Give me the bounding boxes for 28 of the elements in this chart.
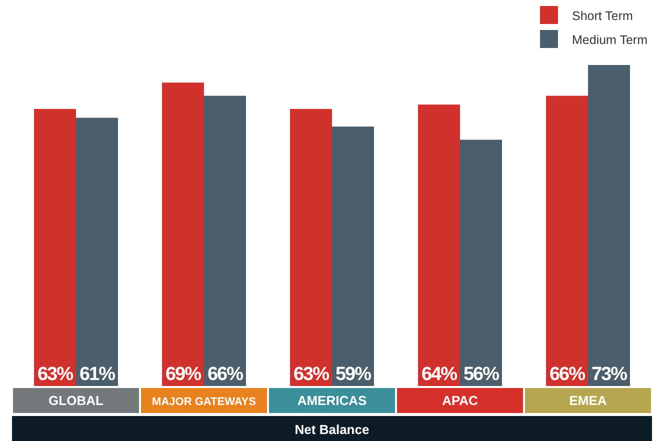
bar — [460, 140, 502, 386]
bar — [418, 104, 460, 386]
x-tick-label: GLOBAL — [48, 393, 104, 408]
bar — [162, 82, 204, 386]
data-label: 63% — [293, 364, 330, 385]
legend-label: Medium Term — [572, 33, 648, 47]
bar — [332, 126, 374, 386]
x-tick-label: MAJOR GATEWAYS — [152, 396, 256, 408]
bar — [204, 96, 246, 386]
bar — [76, 118, 118, 386]
x-axis-title: Net Balance — [294, 422, 370, 437]
data-label: 66% — [549, 364, 586, 385]
legend-label: Short Term — [572, 9, 633, 23]
data-label: 73% — [591, 364, 628, 385]
data-label: 69% — [165, 364, 202, 385]
data-label: 66% — [207, 364, 244, 385]
x-tick-label: APAC — [442, 393, 479, 408]
x-tick-label: EMEA — [569, 393, 608, 408]
data-label: 64% — [421, 364, 458, 385]
bar — [546, 96, 588, 386]
data-label: 56% — [463, 364, 500, 385]
bar — [34, 108, 76, 386]
bar — [588, 65, 630, 386]
bar — [290, 108, 332, 386]
data-label: 63% — [37, 364, 74, 385]
x-tick-label: AMERICAS — [297, 393, 367, 408]
data-label: 61% — [79, 364, 116, 385]
data-label: 59% — [335, 364, 372, 385]
